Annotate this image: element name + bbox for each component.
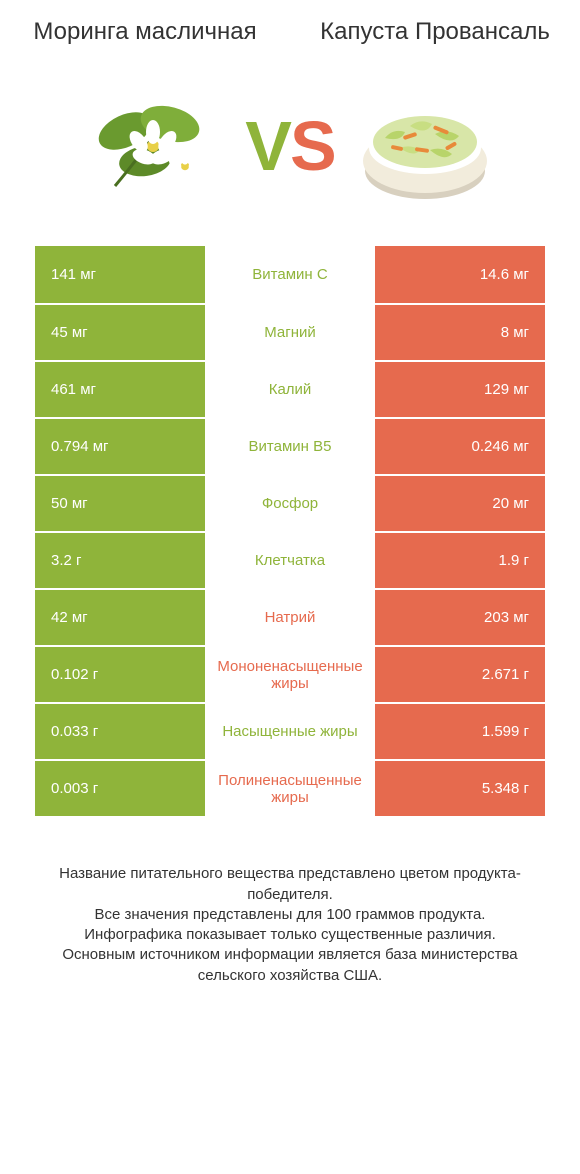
nutrient-label: Натрий bbox=[205, 590, 375, 645]
comparison-table: 141 мгВитамин C14.6 мг45 мгМагний8 мг461… bbox=[35, 246, 545, 816]
right-title: Капуста Провансаль bbox=[320, 18, 550, 46]
table-row: 0.102 гМононенасыщенные жиры2.671 г bbox=[35, 645, 545, 702]
right-value: 5.348 г bbox=[375, 761, 545, 816]
footnote-line: Инфографика показывает только существенн… bbox=[35, 925, 545, 945]
footnote-line: Все значения представлены для 100 граммо… bbox=[35, 905, 545, 925]
nutrient-label: Витамин B5 bbox=[205, 419, 375, 474]
table-row: 50 мгФосфор20 мг bbox=[35, 474, 545, 531]
left-value: 461 мг bbox=[35, 362, 205, 417]
table-row: 45 мгМагний8 мг bbox=[35, 303, 545, 360]
nutrient-label: Магний bbox=[205, 305, 375, 360]
left-value: 0.794 мг bbox=[35, 419, 205, 474]
right-value: 203 мг bbox=[375, 590, 545, 645]
table-row: 0.794 мгВитамин B50.246 мг bbox=[35, 417, 545, 474]
table-row: 0.033 гНасыщенные жиры1.599 г bbox=[35, 702, 545, 759]
left-value: 50 мг bbox=[35, 476, 205, 531]
vs-letter-s: S bbox=[290, 111, 335, 181]
versus-row: V S bbox=[0, 46, 580, 246]
left-value: 0.102 г bbox=[35, 647, 205, 702]
titles-row: Моринга масличная Капуста Провансаль bbox=[0, 0, 580, 46]
right-value: 0.246 мг bbox=[375, 419, 545, 474]
nutrient-label: Фосфор bbox=[205, 476, 375, 531]
moringa-image bbox=[85, 76, 225, 216]
left-title: Моринга масличная bbox=[30, 18, 260, 46]
nutrient-label: Витамин C bbox=[205, 246, 375, 303]
right-value: 8 мг bbox=[375, 305, 545, 360]
right-value: 1.599 г bbox=[375, 704, 545, 759]
table-row: 461 мгКалий129 мг bbox=[35, 360, 545, 417]
left-value: 0.003 г bbox=[35, 761, 205, 816]
left-value: 42 мг bbox=[35, 590, 205, 645]
right-value: 2.671 г bbox=[375, 647, 545, 702]
footnote: Название питательного вещества представл… bbox=[35, 864, 545, 986]
nutrient-label: Калий bbox=[205, 362, 375, 417]
nutrient-label: Полиненасыщенные жиры bbox=[205, 761, 375, 816]
nutrient-label: Насыщенные жиры bbox=[205, 704, 375, 759]
left-value: 0.033 г bbox=[35, 704, 205, 759]
right-value: 20 мг bbox=[375, 476, 545, 531]
footnote-line: Основным источником информации является … bbox=[35, 945, 545, 986]
vs-letter-v: V bbox=[245, 111, 290, 181]
footnote-line: Название питательного вещества представл… bbox=[35, 864, 545, 905]
nutrient-label: Мононенасыщенные жиры bbox=[205, 647, 375, 702]
right-value: 14.6 мг bbox=[375, 246, 545, 303]
table-row: 0.003 гПолиненасыщенные жиры5.348 г bbox=[35, 759, 545, 816]
left-value: 45 мг bbox=[35, 305, 205, 360]
table-row: 141 мгВитамин C14.6 мг bbox=[35, 246, 545, 303]
table-row: 42 мгНатрий203 мг bbox=[35, 588, 545, 645]
right-value: 1.9 г bbox=[375, 533, 545, 588]
left-value: 3.2 г bbox=[35, 533, 205, 588]
table-row: 3.2 гКлетчатка1.9 г bbox=[35, 531, 545, 588]
right-value: 129 мг bbox=[375, 362, 545, 417]
nutrient-label: Клетчатка bbox=[205, 533, 375, 588]
coleslaw-image bbox=[355, 76, 495, 216]
left-value: 141 мг bbox=[35, 246, 205, 303]
vs-label: V S bbox=[245, 111, 334, 181]
